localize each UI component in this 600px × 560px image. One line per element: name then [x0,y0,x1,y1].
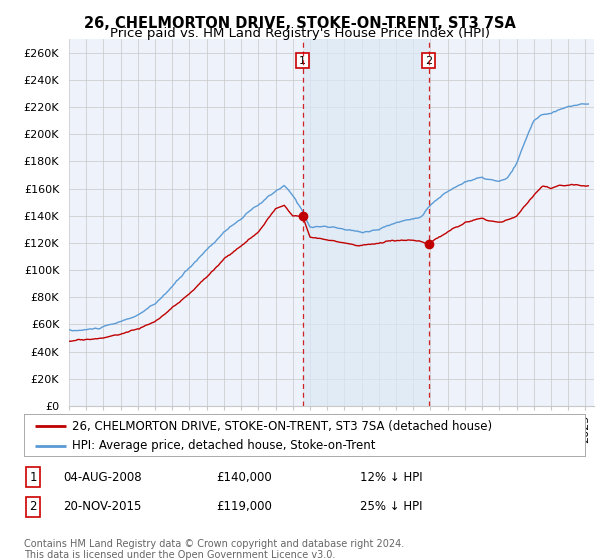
Text: £140,000: £140,000 [216,470,272,484]
Bar [303,39,428,406]
Text: 04-AUG-2008: 04-AUG-2008 [63,470,142,484]
Text: 20-NOV-2015: 20-NOV-2015 [63,500,142,514]
Text: 12% ↓ HPI: 12% ↓ HPI [360,470,422,484]
Text: 2: 2 [29,500,37,514]
Text: Contains HM Land Registry data © Crown copyright and database right 2024.
This d: Contains HM Land Registry data © Crown c… [24,539,404,560]
Text: 25% ↓ HPI: 25% ↓ HPI [360,500,422,514]
Text: 2: 2 [425,55,432,66]
Text: 26, CHELMORTON DRIVE, STOKE-ON-TRENT, ST3 7SA: 26, CHELMORTON DRIVE, STOKE-ON-TRENT, ST… [84,16,516,31]
Text: 1: 1 [29,470,37,484]
Text: 26, CHELMORTON DRIVE, STOKE-ON-TRENT, ST3 7SA (detached house): 26, CHELMORTON DRIVE, STOKE-ON-TRENT, ST… [71,419,492,433]
Text: Price paid vs. HM Land Registry's House Price Index (HPI): Price paid vs. HM Land Registry's House … [110,27,490,40]
Text: £119,000: £119,000 [216,500,272,514]
Text: 1: 1 [299,55,306,66]
Text: HPI: Average price, detached house, Stoke-on-Trent: HPI: Average price, detached house, Stok… [71,440,375,452]
